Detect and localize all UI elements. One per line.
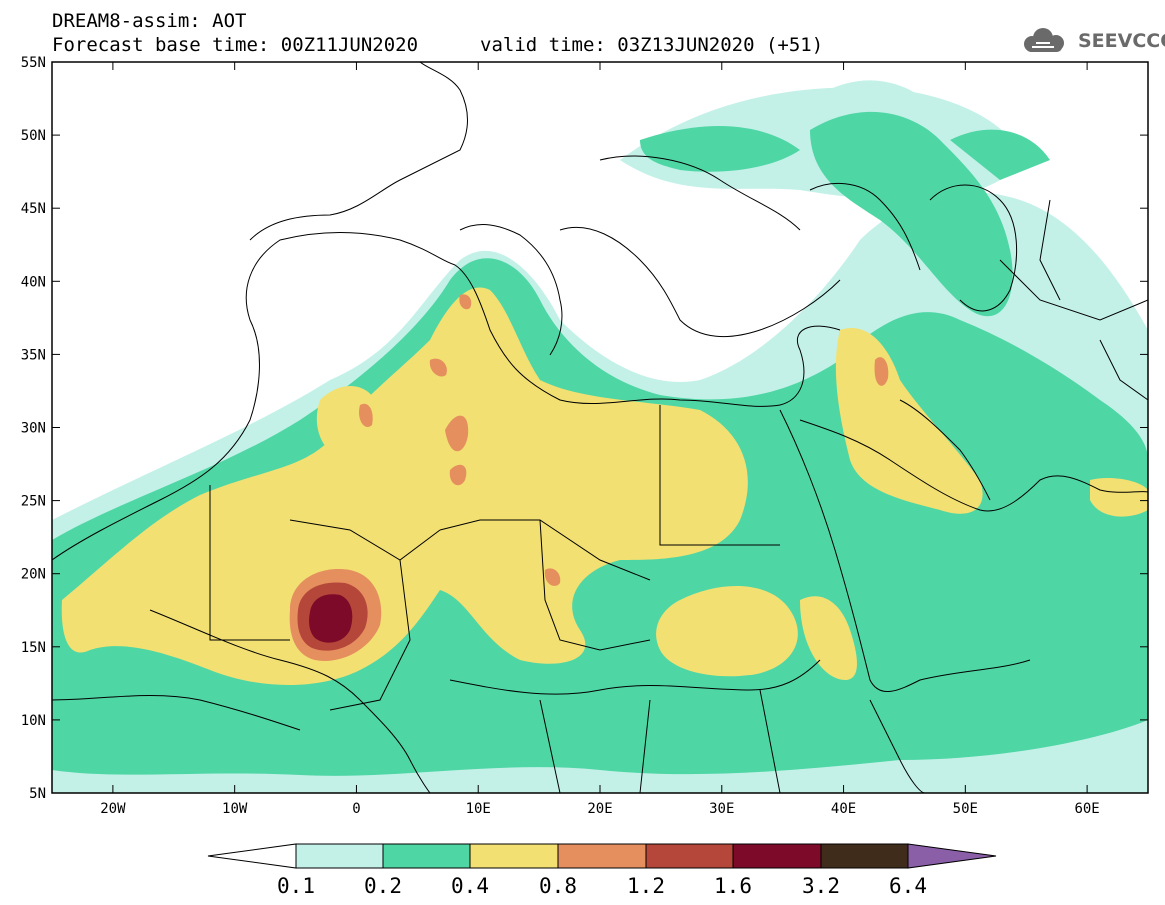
coastlines-and-borders xyxy=(52,62,1148,793)
lat-tick-label: 5N xyxy=(29,786,46,802)
lat-tick-label: 35N xyxy=(21,347,46,363)
aot-contour-fields xyxy=(52,62,1148,793)
cloud-icon xyxy=(1024,28,1064,52)
lat-tick-label: 30N xyxy=(21,421,46,437)
colorbar-lower-arrow xyxy=(207,843,297,869)
lat-tick-label: 50N xyxy=(21,128,46,144)
lon-tick-label: 60E xyxy=(1074,801,1099,817)
colorbar-bin-0.2-0.4 xyxy=(382,843,471,869)
lon-tick-label: 50E xyxy=(953,801,978,817)
lon-tick-label: 40E xyxy=(831,801,856,817)
lat-tick-label: 45N xyxy=(21,201,46,217)
colorbar-label: 0.1 xyxy=(277,874,315,898)
colorbar-bin-1.2-1.6 xyxy=(645,843,734,869)
lon-tick-label: 20E xyxy=(587,801,612,817)
latitude-axis: 55N 50N 45N 40N 35N 30N 25N 20N 15N 10N 5N xyxy=(21,55,1148,802)
colorbar-label: 0.4 xyxy=(451,874,489,898)
colorbar-bin-0.4-0.8 xyxy=(469,843,559,869)
colorbar-label: 0.8 xyxy=(539,874,577,898)
map-title: DREAM8-assim: AOT xyxy=(52,10,247,32)
colorbar: 0.1 0.2 0.4 0.8 1.2 1.6 3.2 6.4 xyxy=(207,843,997,898)
colorbar-bin-0.8-1.2 xyxy=(557,843,647,869)
colorbar-upper-arrow xyxy=(907,843,997,869)
colorbar-label: 1.6 xyxy=(714,874,752,898)
colorbar-bin-1.6-3.2 xyxy=(732,843,822,869)
lon-tick-label: 0 xyxy=(352,801,360,817)
lon-tick-label: 10E xyxy=(466,801,491,817)
colorbar-bin-0.1-0.2 xyxy=(295,843,384,869)
lon-tick-label: 30E xyxy=(709,801,734,817)
colorbar-label: 3.2 xyxy=(802,874,840,898)
lat-tick-label: 25N xyxy=(21,494,46,510)
colorbar-bin-3.2-6.4 xyxy=(820,843,909,869)
colorbar-label: 1.2 xyxy=(627,874,665,898)
lat-tick-label: 15N xyxy=(21,640,46,656)
colorbar-label: 0.2 xyxy=(364,874,402,898)
longitude-axis: 20W 10W 0 10E 20E 30E 40E 50E 60E xyxy=(100,62,1100,817)
lat-tick-label: 55N xyxy=(21,55,46,71)
lon-tick-label: 10W xyxy=(222,801,248,817)
colorbar-label: 6.4 xyxy=(889,874,927,898)
lat-tick-label: 10N xyxy=(21,713,46,729)
lat-tick-label: 40N xyxy=(21,274,46,290)
lat-tick-label: 20N xyxy=(21,567,46,583)
valid-time: valid time: 03Z13JUN2020 (+51) xyxy=(480,34,824,56)
seevccc-logo-text: SEEVCCC xyxy=(1078,30,1165,52)
forecast-base-time: Forecast base time: 00Z11JUN2020 xyxy=(52,34,419,56)
lon-tick-label: 20W xyxy=(100,801,126,817)
